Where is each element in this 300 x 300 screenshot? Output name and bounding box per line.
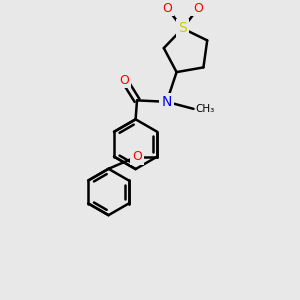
Text: O: O — [132, 150, 142, 163]
Text: O: O — [119, 74, 129, 86]
Text: O: O — [162, 2, 172, 15]
Text: O: O — [193, 2, 203, 15]
Text: N: N — [161, 95, 172, 109]
Text: S: S — [178, 22, 187, 35]
Text: CH₃: CH₃ — [196, 104, 215, 114]
